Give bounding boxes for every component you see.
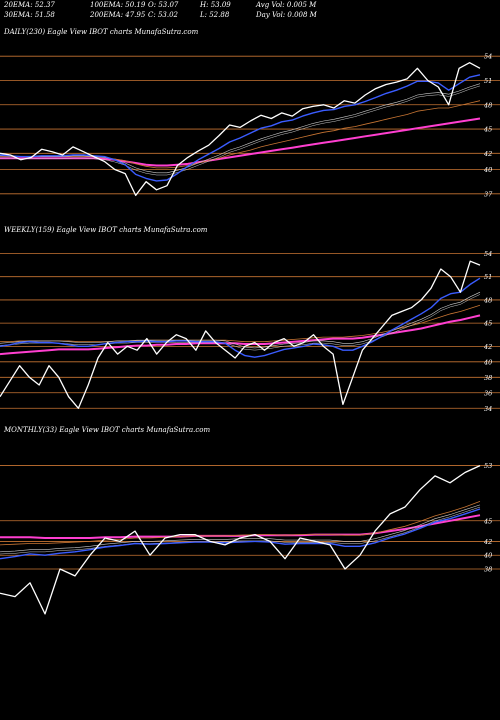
monthly-ema-blue-line [0, 508, 481, 560]
header-low: L: 52.88 [200, 11, 230, 19]
weekly-ema-grey-line [0, 291, 481, 349]
weekly-level-label: 34 [484, 405, 492, 413]
daily-level-label: 54 [484, 53, 492, 61]
daily-price-line [0, 62, 481, 197]
weekly-level-label: 54 [484, 250, 492, 258]
weekly-level-label: 42 [483, 343, 492, 351]
daily-ema-orange-line [0, 100, 481, 169]
weekly-level-label: 48 [483, 296, 492, 304]
monthly-level-label: 45 [483, 517, 492, 525]
header-ema100: 100EMA: 50.19 [90, 1, 146, 9]
daily-level-label: 42 [483, 150, 492, 158]
header-close: C: 53.02 [148, 11, 178, 19]
weekly-level-label: 38 [484, 374, 492, 382]
daily-ema-magenta-line [0, 117, 481, 167]
daily-level-label: 51 [484, 77, 492, 85]
daily-level-label: 48 [483, 101, 492, 109]
monthly-chart: 53 45 42 40 38 [0, 462, 500, 615]
daily-ema-blue-line [0, 74, 481, 182]
header-ema20: 20EMA: 52.37 [4, 1, 55, 9]
daily-level-label: 37 [484, 190, 493, 198]
header-day-vol: Day Vol: 0.008 M [256, 11, 317, 19]
monthly-panel-title: MONTHLY(33) Eagle View IBOT charts Munaf… [4, 426, 211, 434]
monthly-level-label: 53 [484, 462, 492, 470]
daily-level-label: 40 [483, 166, 492, 174]
monthly-ema-grey-twin-line [0, 506, 481, 555]
header-ema200: 200EMA: 47.95 [90, 11, 146, 19]
daily-ema-grey-line [0, 83, 481, 174]
header-high: H: 53.09 [200, 1, 231, 9]
monthly-level-label: 40 [483, 552, 492, 560]
monthly-level-label: 42 [483, 538, 492, 546]
weekly-level-label: 45 [483, 320, 492, 328]
header-ema30: 30EMA: 51.58 [4, 11, 55, 19]
weekly-level-label: 36 [484, 389, 492, 397]
daily-level-label: 45 [483, 126, 492, 134]
weekly-ema-orange-line [0, 304, 481, 343]
weekly-ema-grey-twin-line [0, 294, 481, 351]
monthly-ema-magenta-line [0, 514, 481, 539]
monthly-level-label: 38 [484, 566, 492, 574]
header-avg-vol: Avg Vol: 0.005 M [256, 1, 317, 9]
header-open: O: 53.07 [148, 1, 179, 9]
weekly-level-label: 40 [483, 358, 492, 366]
weekly-panel-title: WEEKLY(159) Eagle View IBOT charts Munaf… [4, 226, 208, 234]
weekly-price-line [0, 260, 481, 409]
daily-chart: 54 51 48 45 42 40 37 [0, 53, 500, 198]
weekly-chart: 54 51 48 45 42 40 38 36 34 [0, 250, 500, 413]
weekly-level-label: 51 [484, 273, 492, 281]
monthly-price-line [0, 465, 481, 615]
daily-panel-title: DAILY(230) Eagle View IBOT charts Munafa… [4, 28, 199, 36]
daily-ema-grey-twin-line [0, 85, 481, 176]
monthly-ema-orange-line [0, 501, 481, 546]
weekly-ema-magenta-line [0, 314, 481, 356]
